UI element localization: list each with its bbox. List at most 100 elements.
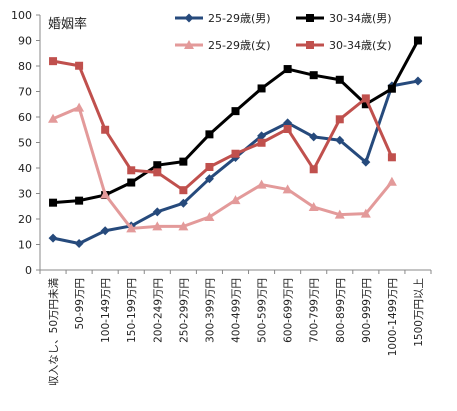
square-marker (257, 84, 266, 93)
triangle-marker (386, 176, 397, 186)
series-line (52, 106, 394, 230)
diamond-marker (309, 132, 319, 142)
y-tick-label: 70 (18, 86, 32, 99)
x-category-label: 300-399万円 (204, 278, 216, 343)
legend-item: 25-29歳(男) (175, 12, 271, 25)
x-category-label: 100-149万円 (100, 278, 112, 343)
triangle-marker (230, 195, 241, 205)
y-tick-label: 0 (25, 264, 32, 277)
series-group (48, 102, 397, 233)
triangle-marker (308, 202, 319, 212)
x-category-label: 800-899万円 (335, 278, 347, 343)
square-marker (309, 165, 318, 174)
square-marker (283, 124, 292, 133)
square-marker (205, 130, 214, 139)
square-marker (387, 153, 396, 162)
y-tick-label: 20 (18, 213, 32, 226)
diamond-marker (184, 13, 194, 23)
x-category-label: 250-299万円 (178, 278, 190, 343)
y-tick-label: 50 (18, 137, 32, 150)
legend-label: 25-29歳(男) (208, 12, 271, 25)
legend-item: 30-34歳(男) (296, 12, 392, 25)
x-category-label: 900-999万円 (361, 278, 373, 343)
square-marker (283, 65, 292, 74)
triangle-marker (152, 221, 163, 231)
diamond-marker (257, 131, 267, 141)
legend-item: 30-34歳(女) (296, 38, 392, 52)
square-marker (361, 94, 370, 103)
x-category-label: 1500万円以上 (413, 278, 425, 347)
square-marker (309, 71, 318, 80)
square-marker (101, 125, 110, 134)
square-marker (257, 138, 266, 147)
y-tick-label: 100 (11, 9, 32, 22)
x-category-label: 150-199万円 (126, 278, 138, 343)
diamond-marker (48, 233, 58, 243)
triangle-marker (334, 209, 345, 219)
x-category-label: 200-249万円 (152, 278, 164, 343)
square-marker (306, 14, 314, 22)
x-category-label: 1000-1499万円 (387, 278, 399, 356)
triangle-marker (126, 223, 137, 233)
triangle-marker (204, 211, 215, 221)
square-marker (179, 186, 188, 195)
y-tick-label: 60 (18, 111, 32, 124)
x-category-label: 収入なし、50万円未満 (48, 278, 60, 386)
square-marker (75, 196, 84, 205)
square-marker (413, 36, 422, 45)
square-marker (153, 168, 162, 177)
triangle-marker (74, 102, 85, 112)
triangle-marker (360, 208, 371, 218)
square-marker (387, 84, 396, 93)
square-marker (49, 198, 58, 207)
square-marker (75, 61, 84, 70)
triangle-marker (178, 221, 189, 231)
x-category-label: 50-99万円 (74, 278, 86, 330)
axis-layer: 0 10 20 30 40 50 60 70 80 90 100 収入なし、50万円未満 50-99万円… (11, 9, 432, 386)
diamond-marker (178, 198, 188, 208)
legend-item: 25-29歳(女) (175, 38, 271, 52)
diamond-marker (152, 207, 162, 217)
series-line (52, 39, 420, 205)
diamond-marker (100, 226, 110, 236)
diamond-marker (204, 174, 214, 184)
y-tick-label: 90 (18, 35, 32, 48)
triangle-marker (282, 184, 293, 194)
legend: 25-29歳(男) 30-34歳(男) 25-29歳(女) 30-34歳(女) (175, 12, 392, 52)
y-tick-label: 10 (18, 239, 32, 252)
series-line (52, 59, 394, 192)
square-marker (127, 166, 136, 175)
diamond-marker (361, 157, 371, 167)
square-marker (361, 100, 370, 109)
square-marker (205, 162, 214, 171)
diamond-marker (74, 238, 84, 248)
square-marker (335, 75, 344, 84)
square-marker (49, 57, 58, 66)
square-marker (153, 161, 162, 170)
series-group (49, 57, 396, 195)
legend-label: 30-34歳(男) (329, 12, 392, 25)
square-marker (335, 115, 344, 124)
square-marker (179, 157, 188, 166)
series-group (49, 36, 422, 207)
y-axis-title: 婚姻率 (48, 16, 87, 32)
square-marker (231, 149, 240, 158)
triangle-marker (100, 189, 111, 199)
y-tick-label: 30 (18, 188, 32, 201)
triangle-marker (184, 40, 194, 49)
square-marker (127, 178, 136, 187)
legend-label: 25-29歳(女) (208, 38, 271, 52)
x-category-label: 600-699万円 (283, 278, 295, 343)
diamond-marker (335, 135, 345, 145)
x-category-label: 400-499万円 (231, 278, 243, 343)
triangle-marker (256, 179, 267, 189)
x-category-label: 500-599万円 (257, 278, 269, 343)
square-marker (306, 41, 314, 49)
x-category-label: 700-799万円 (309, 278, 321, 343)
y-tick-label: 80 (18, 60, 32, 73)
diamond-marker (413, 76, 423, 86)
legend-label: 30-34歳(女) (329, 38, 392, 52)
square-marker (231, 107, 240, 116)
